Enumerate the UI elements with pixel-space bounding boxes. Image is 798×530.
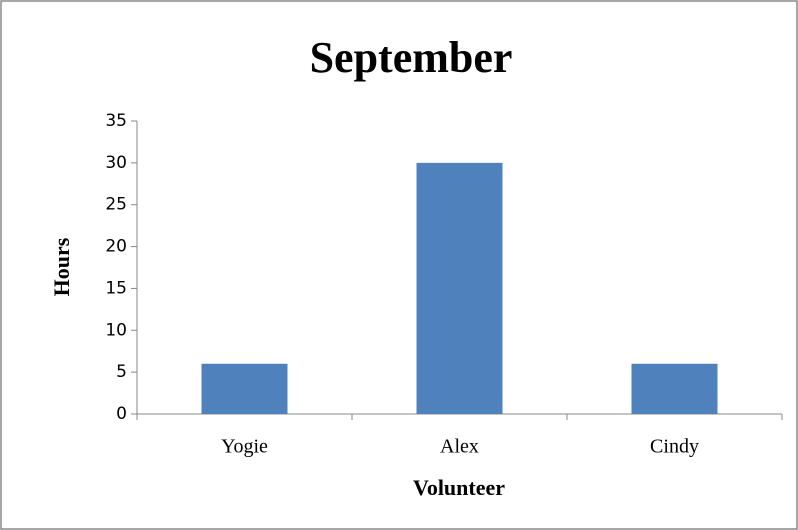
chart-title: September: [310, 33, 513, 82]
y-tick-label: 10: [105, 320, 127, 340]
x-tick-label: Yogie: [221, 436, 268, 458]
bar: [201, 363, 288, 414]
y-axis-title: Hours: [49, 237, 74, 296]
x-axis-title: Volunteer: [413, 475, 505, 500]
bar: [631, 363, 718, 414]
y-tick-label: 30: [105, 153, 127, 173]
y-tick-label: 35: [105, 111, 127, 131]
bar: [416, 162, 503, 414]
x-tick-label: Alex: [440, 436, 479, 458]
y-tick-label: 20: [105, 237, 127, 257]
y-tick-label: 25: [105, 195, 127, 215]
y-tick-label: 5: [116, 362, 127, 382]
y-tick-label: 15: [105, 278, 127, 298]
y-tick-label: 0: [116, 404, 127, 424]
x-tick-label: Cindy: [650, 436, 699, 458]
